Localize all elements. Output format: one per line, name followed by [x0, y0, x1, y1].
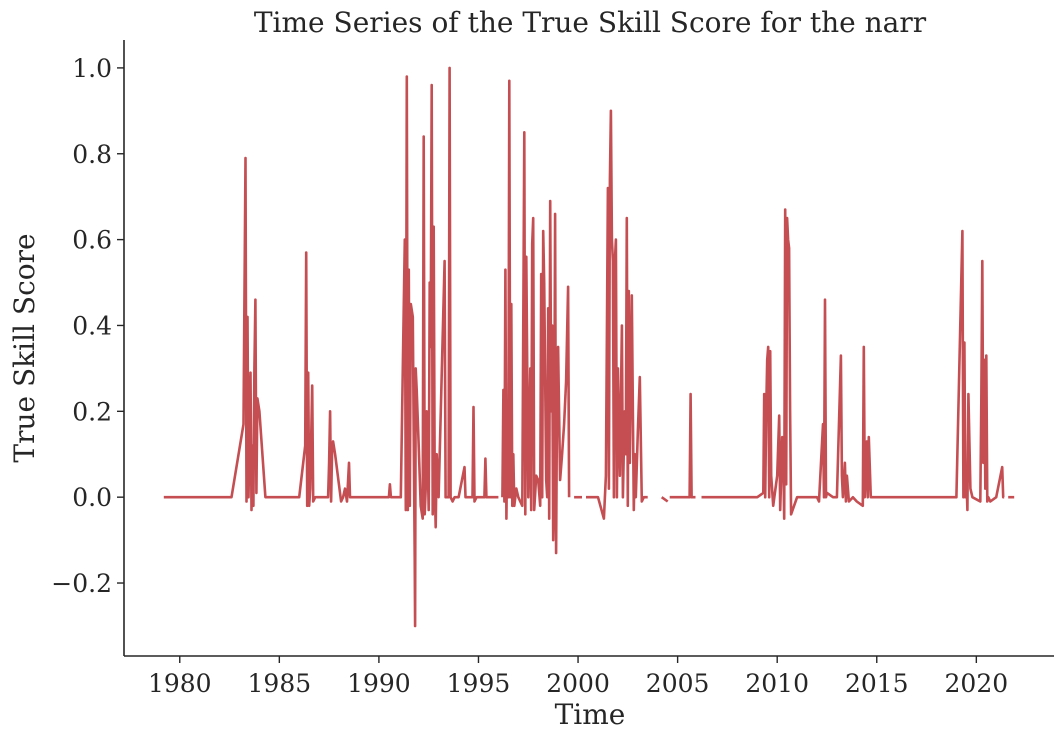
x-tick-label: 1990 — [347, 669, 411, 698]
x-tick-label: 1995 — [447, 669, 511, 698]
y-tick-label: 0.6 — [72, 226, 112, 255]
series-line-segment — [701, 208, 1005, 520]
series-line-segment — [586, 109, 648, 520]
plot-area — [163, 66, 1015, 628]
x-tick-label: 1980 — [148, 669, 212, 698]
x-axis-label: Time — [555, 698, 626, 731]
x-tick-label: 1985 — [248, 669, 312, 698]
y-axis-ticks: −0.2 0.0 0.2 0.4 0.6 0.8 1.0 — [51, 54, 124, 598]
chart-title: Time Series of the True Skill Score for … — [254, 6, 927, 39]
x-tick-label: 2005 — [646, 669, 710, 698]
y-tick-label: 0.0 — [72, 483, 112, 512]
x-tick-label: 2000 — [546, 669, 610, 698]
series-line-segment — [163, 66, 499, 628]
y-tick-label: 1.0 — [72, 54, 112, 83]
y-tick-label: 0.2 — [72, 397, 112, 426]
x-tick-label: 2015 — [845, 669, 909, 698]
y-tick-label: 0.8 — [72, 140, 112, 169]
series-line-segment — [660, 496, 669, 503]
y-tick-label: −0.2 — [51, 569, 112, 598]
series-line-segment — [669, 392, 696, 499]
y-axis-label: True Skill Score — [8, 233, 41, 462]
x-tick-label: 2010 — [745, 669, 809, 698]
x-axis-ticks: 1980 1985 1990 1995 2000 2005 2010 2015 2020 — [148, 656, 1008, 698]
y-tick-label: 0.4 — [72, 311, 112, 340]
series-line-segment — [501, 79, 571, 555]
x-tick-label: 2020 — [945, 669, 1009, 698]
